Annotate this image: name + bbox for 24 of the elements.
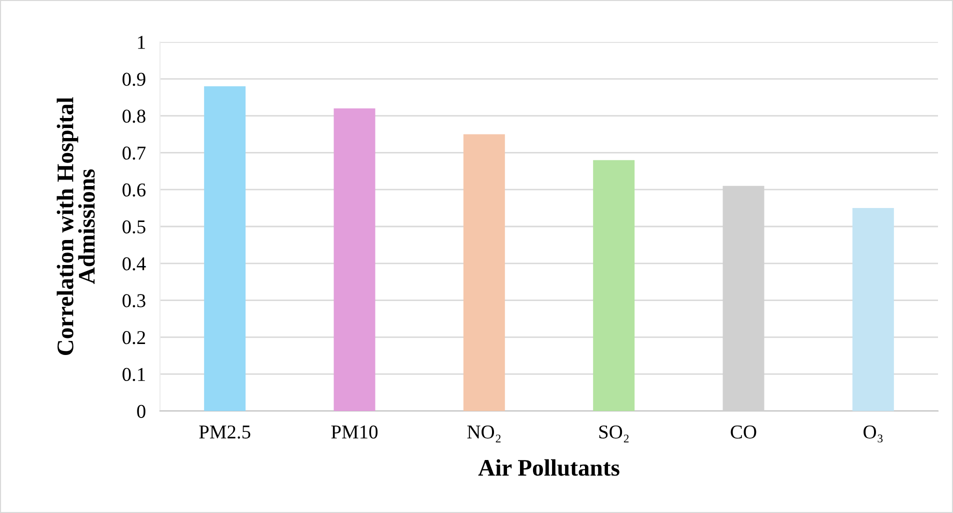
x-axis-title: Air Pollutants: [478, 459, 620, 476]
bar: [852, 208, 894, 411]
y-tick-label: 0.5: [122, 220, 146, 234]
y-axis-title: Correlation with Hospital Admissions: [56, 97, 95, 355]
y-tick-label: 0.3: [122, 294, 146, 308]
y-tick-label: 0.7: [122, 146, 146, 160]
x-tick-label: CO: [730, 426, 756, 439]
x-tick-label: O₃: [864, 426, 883, 442]
y-tick-label: 0.8: [122, 110, 146, 123]
x-tick-label: SO₂: [599, 426, 629, 442]
y-tick-label: 0.2: [122, 331, 146, 344]
y-tick-label: 1: [138, 36, 145, 49]
bar: [204, 86, 246, 411]
x-tick-label: PM10: [331, 425, 378, 439]
y-tick-label: 0.4: [122, 257, 146, 270]
y-tick-label: 0: [137, 404, 146, 418]
bar: [593, 160, 635, 411]
bar: [463, 134, 505, 411]
x-tick-label: NO₂: [467, 426, 501, 442]
y-tick-label: 0.1: [122, 368, 145, 382]
y-tick-label: 0.9: [122, 72, 146, 86]
bar: [334, 108, 376, 411]
y-tick-label: 0.6: [122, 183, 146, 197]
x-tick-label: PM2.5: [199, 426, 250, 439]
